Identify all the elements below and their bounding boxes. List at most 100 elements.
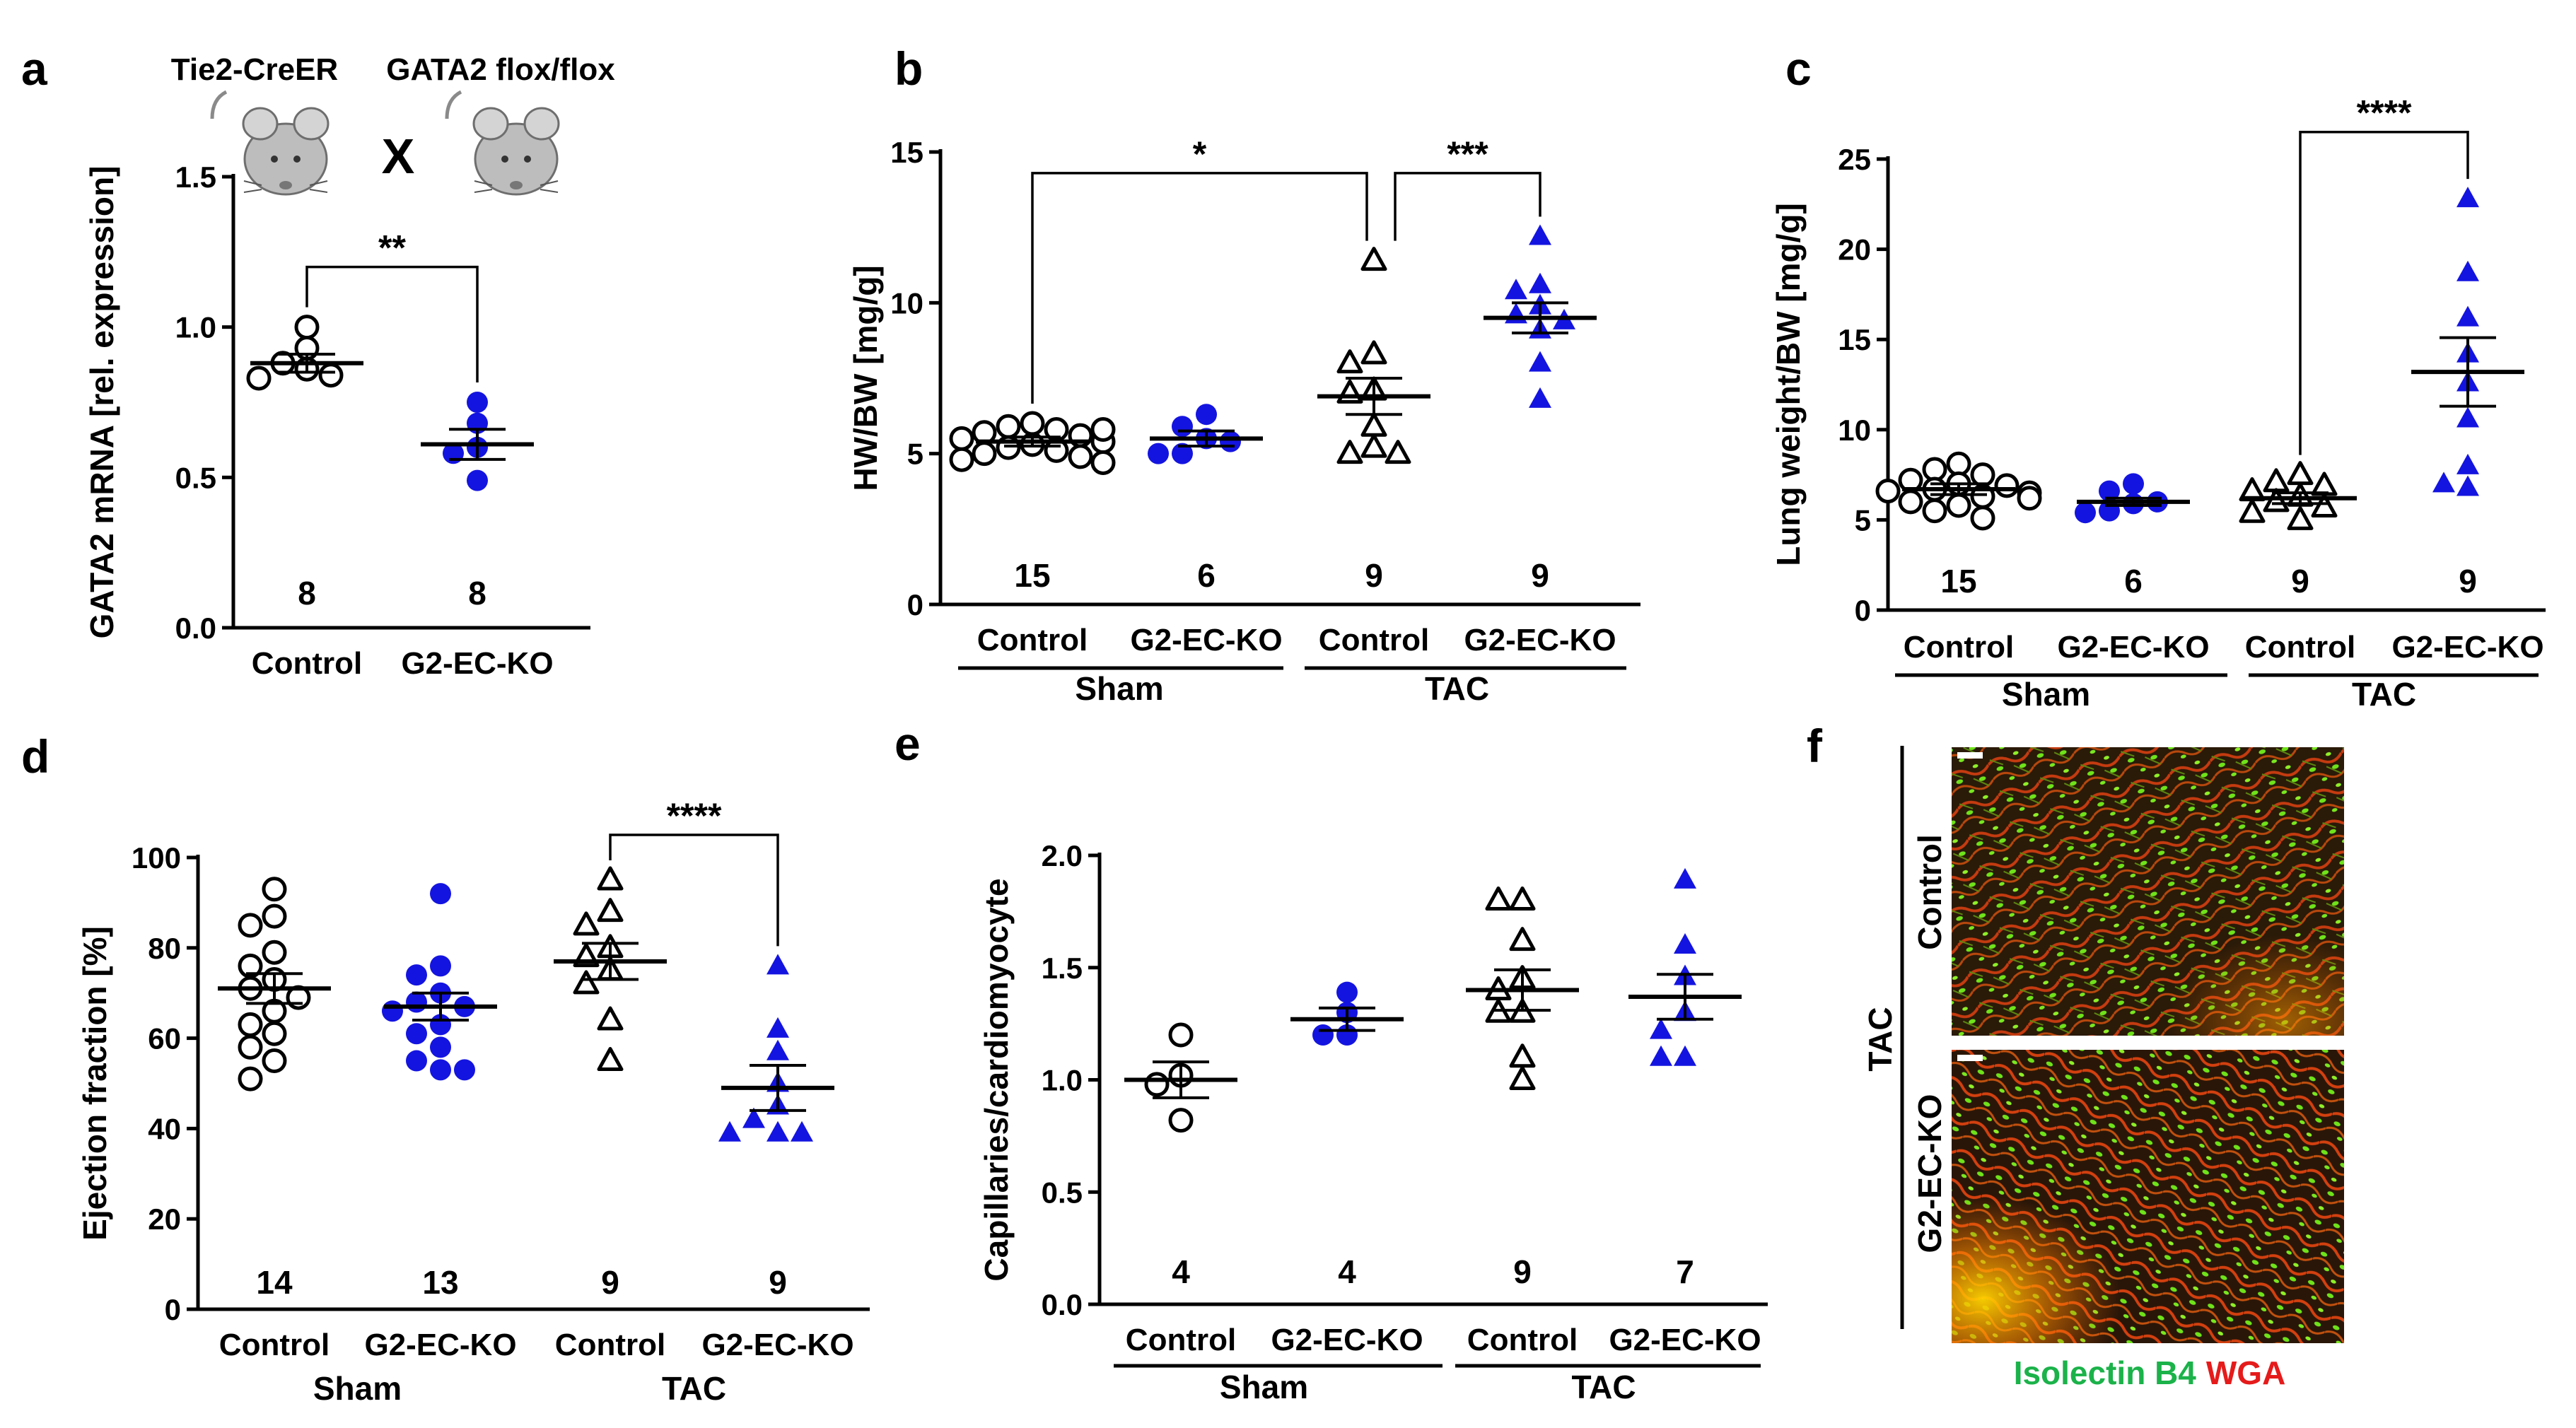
data-point [2287, 505, 2314, 530]
data-point [1196, 404, 1217, 426]
data-point [1509, 1043, 1536, 1068]
data-point [1509, 927, 1536, 952]
data-point [2287, 461, 2314, 486]
data-point [1485, 886, 1512, 911]
y-tick-label: 20 [148, 1202, 181, 1236]
series-sham-g2-ec-ko: 13 [382, 883, 497, 1301]
y-tick-label: 25 [1838, 143, 1871, 176]
n-label: 4 [1338, 1253, 1356, 1290]
x-tick-label: Control [219, 1328, 330, 1362]
legend-wga: WGA [2206, 1354, 2285, 1391]
data-point [2456, 475, 2479, 496]
group-label-sham: Sham [1075, 670, 1163, 707]
data-point [1312, 1024, 1334, 1046]
panel-f-micrographs: f TAC Control G2-EC-KO Isolectin B4 WGA [1807, 720, 2344, 1391]
y-tick-label: 20 [1838, 233, 1871, 267]
data-point [430, 883, 451, 905]
panel-letter-c: c [1785, 42, 1812, 95]
series-g2-ec-ko: 8 [421, 392, 534, 611]
x-tick-label: Control [252, 646, 362, 681]
group-label-tac: TAC [1862, 1007, 1899, 1071]
panel-b-chart: b 0 5 10 15 HW/BW [mg/g] Control G2-EC-KO Contro… [847, 42, 1640, 707]
data-point [767, 954, 789, 975]
n-label: 9 [769, 1264, 787, 1301]
series-sham-g2-ec-ko: 6 [1148, 404, 1263, 594]
series-sham-control: 15 [1875, 451, 2042, 599]
data-point [430, 1036, 451, 1058]
panel-c-chart: c 0 5 10 15 20 25 Lung weight/BW [mg/g] Control G… [1770, 42, 2546, 713]
x-tick-label: G2-EC-KO [1130, 623, 1282, 657]
series-tac-g2-ec-ko: 7 [1628, 867, 1742, 1290]
data-point [467, 469, 488, 491]
series-sham-control: 14 [218, 877, 331, 1301]
row-label-ko: G2-EC-KO [1911, 1094, 1948, 1253]
data-point [2075, 502, 2096, 524]
y-tick-label: 0.5 [1042, 1176, 1083, 1209]
y-tick-label: 10 [1838, 414, 1871, 447]
mouse-icon [445, 90, 560, 196]
x-tick-label: G2-EC-KO [701, 1328, 853, 1362]
series-tac-control: 9 [554, 866, 667, 1301]
data-point [2456, 406, 2479, 428]
y-axis-label: Capillaries/cardiomyocyte [978, 878, 1015, 1281]
data-point [1922, 498, 1947, 524]
data-point [597, 1047, 624, 1072]
data-point [1360, 433, 1387, 458]
data-point [1020, 411, 1045, 436]
series-tac-g2-ec-ko: 9 [2411, 187, 2524, 599]
y-tick-label: 0.0 [175, 611, 216, 645]
data-point [1650, 1018, 1672, 1039]
y-tick-label: 0 [907, 588, 923, 621]
data-point [2456, 187, 2479, 208]
data-point [238, 1012, 263, 1037]
data-point [1529, 272, 1551, 293]
series-sham-control: 4 [1124, 1022, 1237, 1290]
panel-letter-b: b [894, 42, 923, 95]
data-point [1360, 412, 1387, 437]
data-point [791, 1120, 813, 1142]
data-point [1090, 450, 1116, 475]
data-point [1172, 416, 1193, 438]
x-tick-label: Control [977, 623, 1088, 657]
data-point [1505, 303, 1527, 324]
x-tick-label: Control [1467, 1323, 1578, 1357]
y-tick-label: 1.0 [175, 311, 216, 344]
y-tick-label: 15 [890, 136, 923, 169]
group-label-sham: Sham [313, 1370, 402, 1407]
data-point [238, 1034, 263, 1060]
stain-legend: Isolectin B4 WGA [2014, 1354, 2286, 1391]
data-point [597, 898, 624, 923]
micrograph-g2-ec-ko [1952, 1050, 2344, 1343]
mouse-cross-illustration: Tie2-CreER GATA2 flox/flox X [171, 52, 615, 196]
data-point [767, 1120, 789, 1142]
n-label: 9 [1513, 1253, 1532, 1290]
series-sham-g2-ec-ko: 6 [2075, 473, 2190, 599]
y-tick-label: 0.5 [175, 461, 216, 494]
data-point [1220, 431, 1241, 452]
data-point [294, 315, 320, 340]
scale-bar [1957, 1055, 1983, 1061]
data-point [2456, 260, 2479, 281]
y-tick-label: 1.5 [175, 160, 216, 194]
data-point [318, 363, 344, 388]
data-point [1148, 443, 1169, 464]
y-tick-label: 1.0 [1042, 1064, 1083, 1097]
significance-bracket [1031, 172, 1368, 404]
data-point [1360, 247, 1387, 271]
n-label: 8 [298, 575, 316, 611]
y-tick-label: 0 [165, 1293, 181, 1326]
x-tick-label: G2-EC-KO [1464, 623, 1616, 657]
data-point [382, 1000, 403, 1022]
data-point [406, 1023, 427, 1045]
x-tick-label: G2-EC-KO [2391, 630, 2543, 665]
data-point [573, 970, 600, 995]
data-point [2099, 480, 2120, 502]
data-point [972, 441, 997, 467]
x-tick-label: Control [1319, 623, 1429, 657]
data-point [1090, 417, 1116, 443]
y-axis-label: Lung weight/BW [mg/g] [1770, 203, 1807, 566]
data-point [1674, 1045, 1696, 1066]
data-point [1172, 443, 1193, 464]
data-point [2311, 472, 2338, 496]
